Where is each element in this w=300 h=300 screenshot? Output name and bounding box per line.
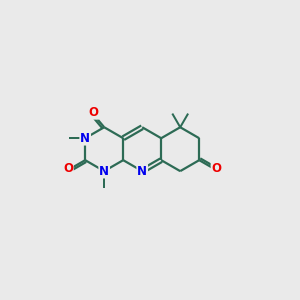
Text: O: O xyxy=(63,162,73,175)
Text: N: N xyxy=(99,165,109,178)
Text: O: O xyxy=(212,162,221,175)
Text: N: N xyxy=(137,165,147,178)
Text: N: N xyxy=(80,132,90,145)
Text: O: O xyxy=(88,106,99,119)
